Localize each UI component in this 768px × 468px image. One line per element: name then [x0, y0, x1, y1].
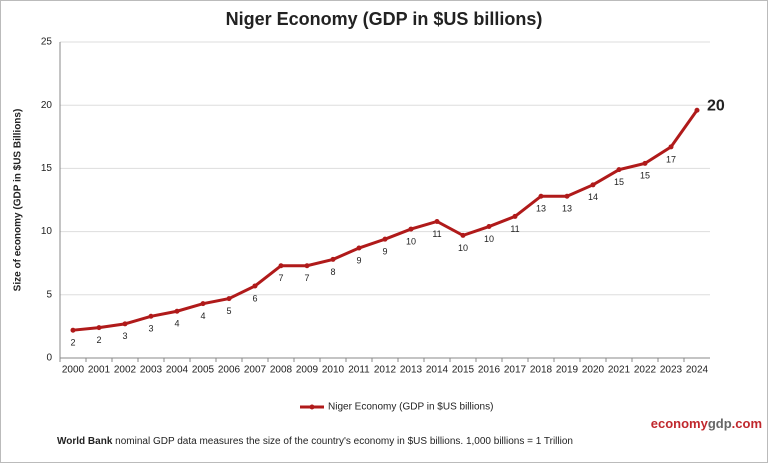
- data-label: 10: [484, 234, 494, 244]
- data-label: 2: [96, 335, 101, 345]
- point: [70, 327, 76, 333]
- data-label: 6: [252, 293, 257, 303]
- y-tick-label: 25: [41, 37, 53, 48]
- data-label: 8: [330, 267, 335, 277]
- point: [304, 263, 310, 269]
- data-label: 2: [70, 338, 75, 348]
- x-tick-label: 2019: [556, 365, 579, 376]
- y-tick-label: 20: [41, 100, 53, 111]
- data-label: 15: [614, 177, 624, 187]
- point: [200, 301, 206, 307]
- x-tick-label: 2022: [634, 365, 657, 376]
- data-label: 3: [148, 324, 153, 334]
- point: [382, 236, 388, 242]
- legend-marker: [309, 404, 315, 410]
- x-tick-label: 2004: [166, 365, 189, 376]
- point: [408, 226, 414, 232]
- data-label: 13: [562, 204, 572, 214]
- y-tick-label: 15: [41, 163, 53, 174]
- point: [512, 213, 518, 219]
- x-tick-label: 2015: [452, 365, 475, 376]
- y-tick-label: 0: [46, 353, 52, 364]
- x-tick-label: 2009: [296, 365, 319, 376]
- x-tick-label: 2013: [400, 365, 423, 376]
- data-label: 4: [200, 311, 205, 321]
- footnote-source: World Bank: [57, 436, 113, 447]
- brand-part: .com: [732, 416, 762, 431]
- x-tick-label: 2007: [244, 365, 267, 376]
- point: [174, 308, 180, 314]
- data-label: 11: [510, 224, 519, 234]
- x-tick-label: 2017: [504, 365, 527, 376]
- x-tick-label: 2011: [348, 365, 370, 376]
- brand-part: gdp: [708, 416, 732, 431]
- x-tick-label: 2006: [218, 365, 241, 376]
- point: [278, 263, 284, 269]
- data-label: 4: [174, 319, 179, 329]
- data-label: 20: [707, 97, 725, 114]
- x-tick-label: 2005: [192, 365, 215, 376]
- point: [330, 256, 336, 262]
- point: [96, 325, 102, 331]
- data-label: 10: [458, 243, 468, 253]
- point: [564, 193, 570, 199]
- data-label: 10: [406, 236, 416, 246]
- x-tick-label: 2000: [62, 365, 85, 376]
- y-axis-label: Size of economy (GDP in $US Billions): [13, 109, 24, 292]
- x-tick-label: 2003: [140, 365, 163, 376]
- point: [122, 321, 128, 327]
- x-tick-label: 2014: [426, 365, 449, 376]
- point: [486, 224, 492, 230]
- point: [694, 107, 700, 113]
- point: [356, 245, 362, 251]
- footnote-text: nominal GDP data measures the size of th…: [112, 436, 573, 447]
- x-tick-label: 2008: [270, 365, 293, 376]
- x-tick-label: 2018: [530, 365, 553, 376]
- data-label: 17: [666, 154, 676, 164]
- data-label: 3: [122, 331, 127, 341]
- point: [590, 182, 596, 188]
- data-label: 5: [226, 306, 231, 316]
- data-label: 7: [304, 273, 309, 283]
- y-tick-label: 10: [41, 226, 53, 237]
- x-tick-label: 2016: [478, 365, 501, 376]
- x-tick-label: 2010: [322, 365, 345, 376]
- data-label: 13: [536, 204, 546, 214]
- x-tick-label: 2023: [660, 365, 683, 376]
- x-tick-label: 2024: [686, 365, 709, 376]
- data-label: 9: [382, 247, 387, 257]
- point: [616, 167, 622, 173]
- point: [434, 218, 440, 224]
- data-label: 11: [432, 229, 441, 239]
- x-tick-label: 2020: [582, 365, 605, 376]
- x-tick-label: 2002: [114, 365, 137, 376]
- data-label: 7: [278, 273, 283, 283]
- point: [148, 313, 154, 319]
- brand: economygdp.com: [651, 416, 762, 431]
- x-tick-label: 2001: [88, 365, 111, 376]
- point: [252, 283, 258, 289]
- point: [642, 160, 648, 166]
- data-label: 9: [356, 255, 361, 265]
- footnote: World Bank nominal GDP data measures the…: [57, 436, 573, 447]
- point: [538, 193, 544, 199]
- x-tick-label: 2012: [374, 365, 397, 376]
- legend-label: Niger Economy (GDP in $US billions): [328, 402, 493, 413]
- point: [668, 144, 674, 150]
- brand-part: economy: [651, 416, 709, 431]
- chart-title: Niger Economy (GDP in $US billions): [226, 9, 543, 29]
- y-tick-label: 5: [46, 289, 52, 300]
- data-label: 15: [640, 171, 650, 181]
- point: [460, 232, 466, 238]
- x-tick-label: 2021: [608, 365, 631, 376]
- data-label: 14: [588, 192, 598, 202]
- point: [226, 296, 232, 302]
